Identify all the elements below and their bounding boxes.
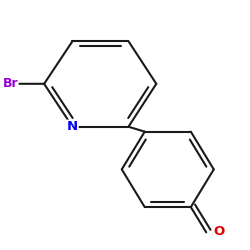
Text: Br: Br	[2, 77, 18, 90]
Text: N: N	[67, 120, 78, 133]
Text: O: O	[214, 224, 225, 237]
